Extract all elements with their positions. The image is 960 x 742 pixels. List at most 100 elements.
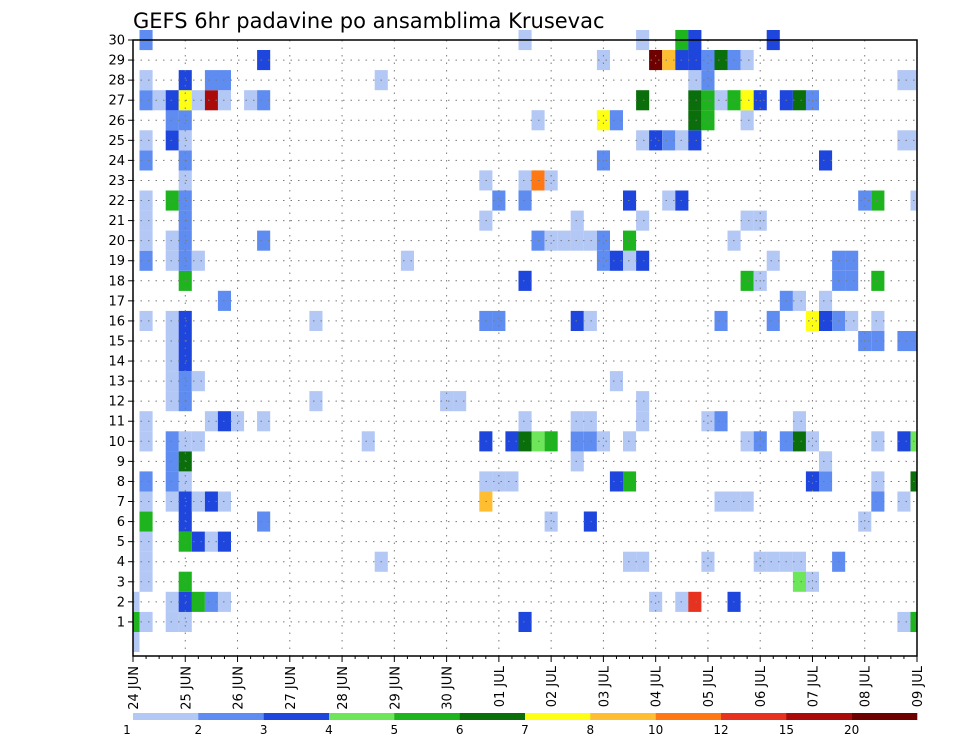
colorbar-tick-label: 2 — [195, 723, 203, 737]
heatmap-cell — [623, 230, 637, 251]
heatmap-cell — [204, 90, 218, 111]
y-tick-label: 6 — [117, 515, 125, 530]
heatmap-cell — [897, 331, 911, 352]
x-tick-label: 29 JUN — [388, 666, 403, 710]
y-tick-label: 8 — [117, 475, 125, 490]
x-tick-label: 07 JUL — [806, 665, 821, 707]
colorbar-swatch — [263, 713, 330, 720]
heatmap-cell — [570, 230, 584, 251]
colorbar-tick-label: 1 — [123, 723, 131, 737]
heatmap-cell — [609, 371, 623, 392]
y-tick-label: 25 — [108, 134, 125, 149]
heatmap-cell — [178, 190, 192, 211]
x-tick-label: 03 JUL — [597, 665, 612, 707]
heatmap-cell — [178, 250, 192, 271]
heatmap-cell — [649, 50, 663, 71]
heatmap-cell — [596, 250, 610, 271]
heatmap-cell — [518, 190, 532, 211]
heatmap-cell — [139, 150, 153, 171]
heatmap-cell — [165, 110, 179, 131]
heatmap-cell — [792, 571, 806, 592]
heatmap-cell — [191, 491, 205, 512]
heatmap-cell — [204, 591, 218, 612]
x-tick-label: 25 JUN — [179, 666, 194, 710]
heatmap-cell — [139, 210, 153, 231]
heatmap-cell — [165, 310, 179, 331]
x-tick-label: 30 JUN — [441, 666, 456, 710]
heatmap-cell — [178, 130, 192, 151]
heatmap-cell — [139, 571, 153, 592]
heatmap-cell — [178, 351, 192, 372]
heatmap-cell — [714, 310, 728, 331]
heatmap-cell — [714, 90, 728, 111]
heatmap-cell — [714, 50, 728, 71]
heatmap-cell — [714, 411, 728, 432]
heatmap-cell — [257, 90, 271, 111]
heatmap-cell — [583, 230, 597, 251]
grid-lines — [133, 39, 917, 656]
heatmap-cell — [139, 250, 153, 271]
heatmap-cell — [139, 230, 153, 251]
heatmap-cell — [400, 250, 414, 271]
heatmap-cell — [152, 90, 166, 111]
y-tick-label: 5 — [117, 535, 125, 550]
heatmap-cell — [662, 50, 676, 71]
heatmap-cell — [518, 611, 532, 632]
heatmap-cell — [178, 371, 192, 392]
heatmap-cell — [191, 591, 205, 612]
heatmap-cell — [505, 471, 519, 492]
heatmap-cell — [792, 431, 806, 452]
y-tick-label: 3 — [117, 575, 125, 590]
heatmap-cell — [688, 90, 702, 111]
heatmap-cell — [792, 290, 806, 311]
heatmap-cell — [623, 250, 637, 271]
y-tick-label: 15 — [108, 334, 125, 349]
heatmap-cell — [583, 310, 597, 331]
heatmap-cell — [570, 210, 584, 231]
heatmap-cell — [623, 431, 637, 452]
heatmap-cell — [623, 551, 637, 572]
heatmap-cell — [165, 371, 179, 392]
x-axis: 24 JUN 25 JUN 26 JUN 27 JUN 28 JUN 29 JUN 30 J… — [127, 656, 926, 710]
x-tick-label: 01 JUL — [493, 665, 508, 707]
heatmap-cell — [178, 310, 192, 331]
y-tick-label: 23 — [108, 174, 125, 189]
y-tick-label: 20 — [108, 234, 125, 249]
heatmap-cell — [165, 351, 179, 372]
heatmap-cell — [544, 170, 558, 191]
heatmap-cell — [231, 411, 245, 432]
heatmap-cell — [819, 310, 833, 331]
heatmap-cell — [636, 250, 650, 271]
heatmap-cell — [805, 571, 819, 592]
heatmap-cell — [178, 170, 192, 191]
heatmap-cell — [361, 431, 375, 452]
y-tick-label: 21 — [108, 214, 125, 229]
heatmap-cell — [858, 190, 872, 211]
heatmap-cell — [139, 190, 153, 211]
heatmap-cell — [191, 90, 205, 111]
heatmap-cell — [178, 230, 192, 251]
heatmap-cell — [165, 331, 179, 352]
colorbar-tick-label: 7 — [521, 723, 529, 737]
heatmap-cell — [139, 611, 153, 632]
colorbar-tick-label: 8 — [587, 723, 595, 737]
heatmap-cell — [178, 611, 192, 632]
x-tick-label: 28 JUN — [336, 666, 351, 710]
heatmap-cell — [133, 611, 140, 632]
heatmap-cell — [453, 391, 467, 412]
heatmap-cell — [596, 230, 610, 251]
heatmap-cell — [178, 571, 192, 592]
heatmap-cell — [165, 471, 179, 492]
colorbar-swatch — [459, 713, 526, 720]
heatmap-cell — [191, 250, 205, 271]
heatmap-cell — [871, 471, 885, 492]
heatmap-cell — [544, 431, 558, 452]
heatmap-cell — [766, 310, 780, 331]
heatmap-cell — [139, 551, 153, 572]
colorbar-tick-label: 3 — [260, 723, 268, 737]
heatmap-cell — [805, 431, 819, 452]
x-tick-label: 04 JUL — [650, 665, 665, 707]
heatmap-cell — [165, 190, 179, 211]
heatmap-cell — [688, 130, 702, 151]
heatmap-cell — [165, 591, 179, 612]
